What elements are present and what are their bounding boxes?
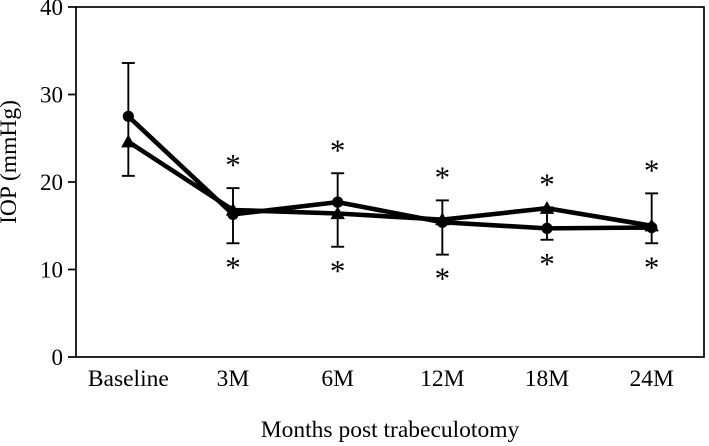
- significance-asterisk-below: *: [644, 249, 660, 284]
- significance-asterisk-below: *: [435, 261, 451, 296]
- x-category-label: Baseline: [88, 366, 169, 392]
- data-point-triangle: [330, 206, 345, 220]
- significance-asterisk-below: *: [539, 246, 555, 281]
- significance-asterisk-below: *: [225, 249, 241, 284]
- data-point-triangle: [435, 212, 450, 226]
- significance-asterisk-above: *: [435, 159, 451, 194]
- x-category-label: 3M: [217, 366, 250, 392]
- data-point-triangle: [121, 134, 136, 148]
- data-point-triangle: [539, 201, 555, 214]
- x-category-label: 12M: [420, 366, 465, 392]
- significance-asterisk-above: *: [644, 152, 660, 187]
- significance-asterisk-above: *: [539, 166, 555, 201]
- y-tick-label: 40: [40, 0, 63, 20]
- significance-asterisk-below: *: [330, 253, 346, 288]
- data-point-circle: [541, 222, 553, 234]
- x-category-label: 6M: [321, 366, 354, 392]
- x-category-label: 18M: [525, 366, 570, 392]
- y-tick-label: 20: [40, 170, 63, 195]
- significance-asterisk-above: *: [330, 132, 346, 167]
- y-axis-title: IOP (mmHg): [0, 100, 22, 224]
- data-point-circle: [332, 196, 344, 208]
- y-tick-label: 30: [40, 83, 63, 108]
- data-point-triangle: [644, 218, 659, 232]
- y-tick-label: 10: [40, 258, 63, 283]
- series-line-triangle: [127, 139, 653, 229]
- y-tick-label: 0: [52, 345, 64, 370]
- data-point-circle: [122, 110, 134, 122]
- plot-frame: [75, 6, 705, 358]
- x-category-label: 24M: [629, 366, 674, 392]
- data-point-triangle: [225, 202, 241, 216]
- plot-area: 0 10 20 30 40 Baseline 3M 6M 12M 18M 24M * * * * * * * * * *: [40, 0, 705, 392]
- x-axis-title: Months post trabeculotomy: [261, 417, 520, 443]
- significance-asterisk-above: *: [225, 147, 241, 182]
